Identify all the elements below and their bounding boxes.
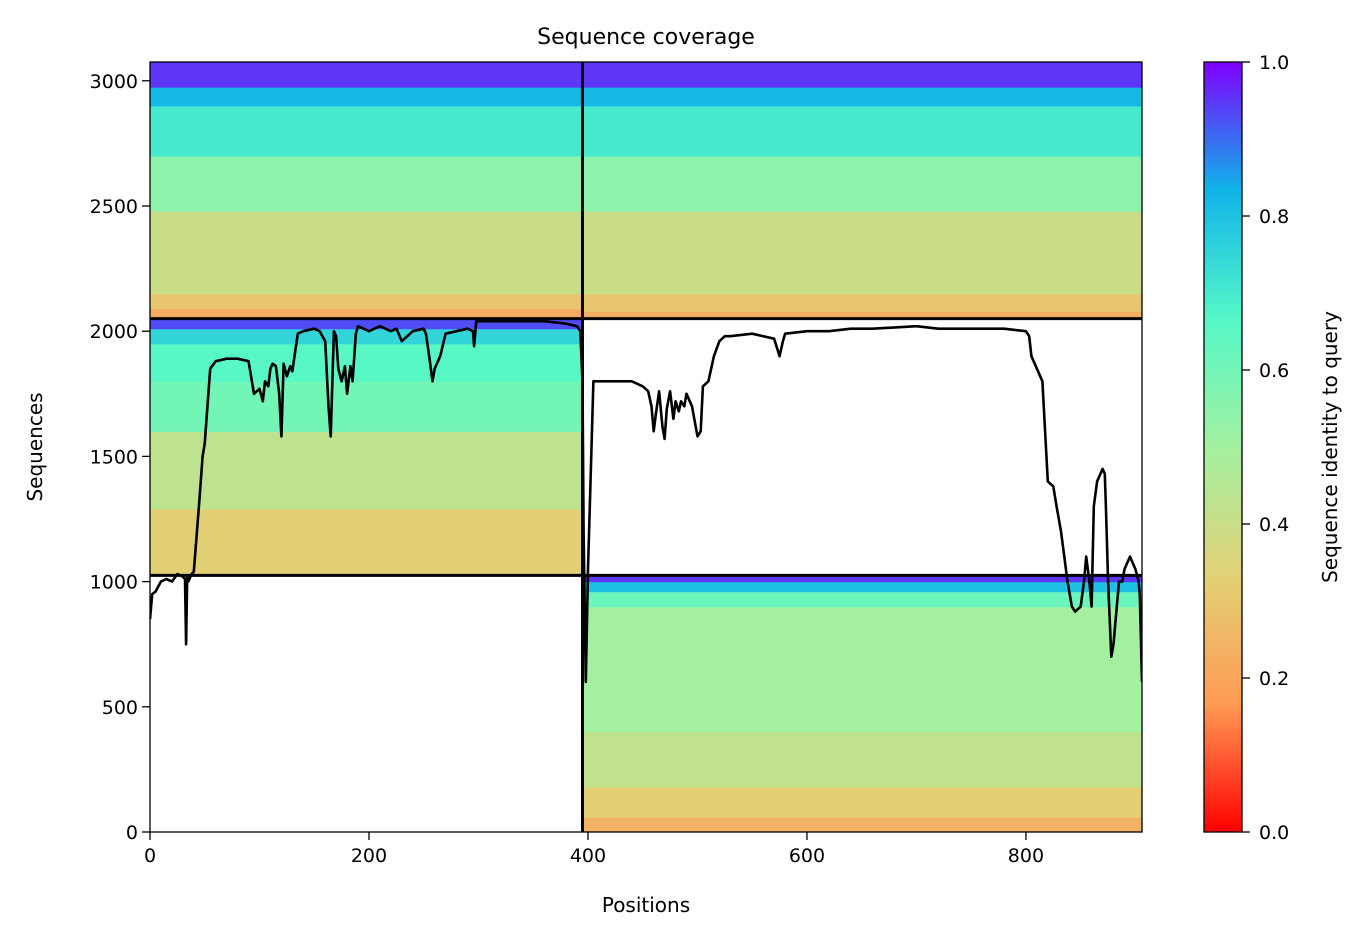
identity-band-1-5 — [582, 87, 1142, 107]
x-tick-label: 400 — [570, 845, 606, 867]
y-axis-label: Sequences — [23, 392, 47, 501]
identity-band-3-4 — [582, 591, 1142, 608]
identity-band-0-1 — [150, 293, 583, 310]
identity-band-0-2 — [150, 210, 583, 295]
colorbar-tick-label: 0.0 — [1259, 822, 1289, 844]
colorbar-tick-label: 0.8 — [1259, 206, 1289, 228]
identity-band-0-6 — [150, 62, 583, 88]
x-tick-label: 0 — [144, 845, 156, 867]
colorbar-tick-label: 0.4 — [1259, 514, 1289, 536]
identity-band-3-1 — [582, 786, 1142, 818]
x-tick-label: 200 — [351, 845, 387, 867]
colorbar-label: Sequence identity to query — [1318, 311, 1342, 583]
y-tick-label: 0 — [126, 822, 138, 844]
y-axis-ticks: 0 500 1000 1500 2000 2500 3000 — [90, 71, 150, 844]
identity-blocks — [150, 62, 1142, 832]
x-axis-ticks: 0 200 400 600 800 — [144, 832, 1044, 867]
identity-band-3-0 — [582, 816, 1142, 832]
identity-band-2-2 — [150, 381, 583, 432]
x-axis-label: Positions — [602, 893, 690, 917]
identity-band-1-6 — [582, 62, 1142, 88]
identity-band-3-3 — [582, 606, 1142, 733]
identity-band-2-1 — [150, 431, 583, 510]
identity-band-1-1 — [582, 293, 1142, 312]
identity-band-0-3 — [150, 155, 583, 212]
identity-band-3-5 — [582, 581, 1142, 593]
identity-band-1-4 — [582, 105, 1142, 157]
colorbar-tick-label: 0.6 — [1259, 360, 1289, 382]
identity-band-1-0 — [582, 311, 1142, 320]
x-tick-label: 600 — [789, 845, 825, 867]
y-tick-label: 500 — [102, 697, 138, 719]
y-tick-label: 1500 — [90, 446, 138, 468]
y-tick-label: 2000 — [90, 321, 138, 343]
colorbar-ticks: 0.0 0.2 0.4 0.6 0.8 1.0 — [1242, 52, 1289, 844]
identity-band-3-6 — [582, 575, 1142, 583]
coverage-line-group — [150, 319, 1142, 684]
identity-band-2-5 — [150, 318, 583, 330]
coverage-line — [150, 319, 1142, 684]
colorbar — [1203, 61, 1243, 833]
x-tick-label: 800 — [1008, 845, 1044, 867]
y-tick-label: 1000 — [90, 572, 138, 594]
identity-band-1-3 — [582, 155, 1142, 212]
colorbar-tick-label: 0.2 — [1259, 668, 1289, 690]
chart-title: Sequence coverage — [537, 25, 755, 50]
identity-band-0-5 — [150, 87, 583, 107]
colorbar-tick-label: 1.0 — [1259, 52, 1289, 74]
identity-band-2-0 — [150, 508, 583, 576]
identity-band-1-2 — [582, 210, 1142, 295]
identity-band-3-2 — [582, 731, 1142, 788]
plot-frame — [149, 61, 1143, 833]
identity-band-0-4 — [150, 105, 583, 157]
identity-band-2-3 — [150, 343, 583, 382]
y-tick-label: 3000 — [90, 71, 138, 93]
y-tick-label: 2500 — [90, 196, 138, 218]
identity-band-0-0 — [150, 308, 583, 320]
